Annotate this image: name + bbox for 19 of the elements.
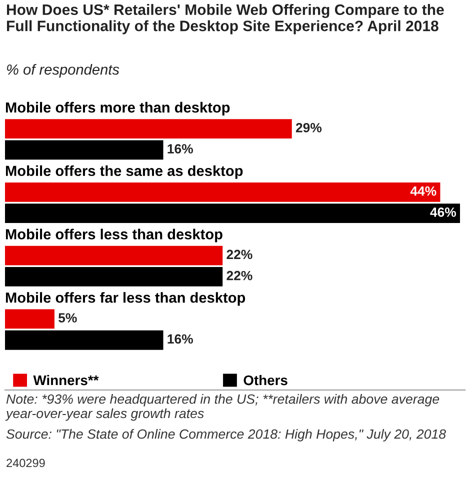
- legend-label: Winners**: [33, 374, 99, 386]
- y-tick-label: Mobile offers more than desktop: [6, 102, 230, 116]
- data-label: 46%: [430, 208, 456, 217]
- chart-subtitle: % of respondents: [7, 64, 120, 78]
- data-label: 22%: [226, 270, 252, 280]
- data-label: 22%: [226, 250, 252, 260]
- data-label: 44%: [410, 186, 436, 196]
- y-tick-label: Mobile offers far less than desktop: [6, 292, 246, 306]
- data-label: 16%: [168, 334, 193, 344]
- source-note: Source: "The State of Online Commerce 2018: High Hopes," July 20, 2018: [6, 429, 446, 442]
- chart-title: How Does US* Retailers' Mobile Web Offering Compare to the Full Functionality of the Desktop Site Experience? April 2018: [7, 4, 444, 34]
- y-tick-label: Mobile offers less than desktop: [6, 228, 222, 242]
- legend-label: Others: [244, 374, 288, 386]
- data-label: 16%: [168, 144, 193, 154]
- text: 240299: [6, 458, 45, 468]
- y-tick-label: Mobile offers the same as desktop: [6, 165, 243, 179]
- data-label: 5%: [58, 313, 77, 323]
- text: Note: *93% were headquartered in the US; **retailers with above average year-over-year sales growth rates: [5, 394, 440, 421]
- data-label: 29%: [296, 123, 322, 132]
